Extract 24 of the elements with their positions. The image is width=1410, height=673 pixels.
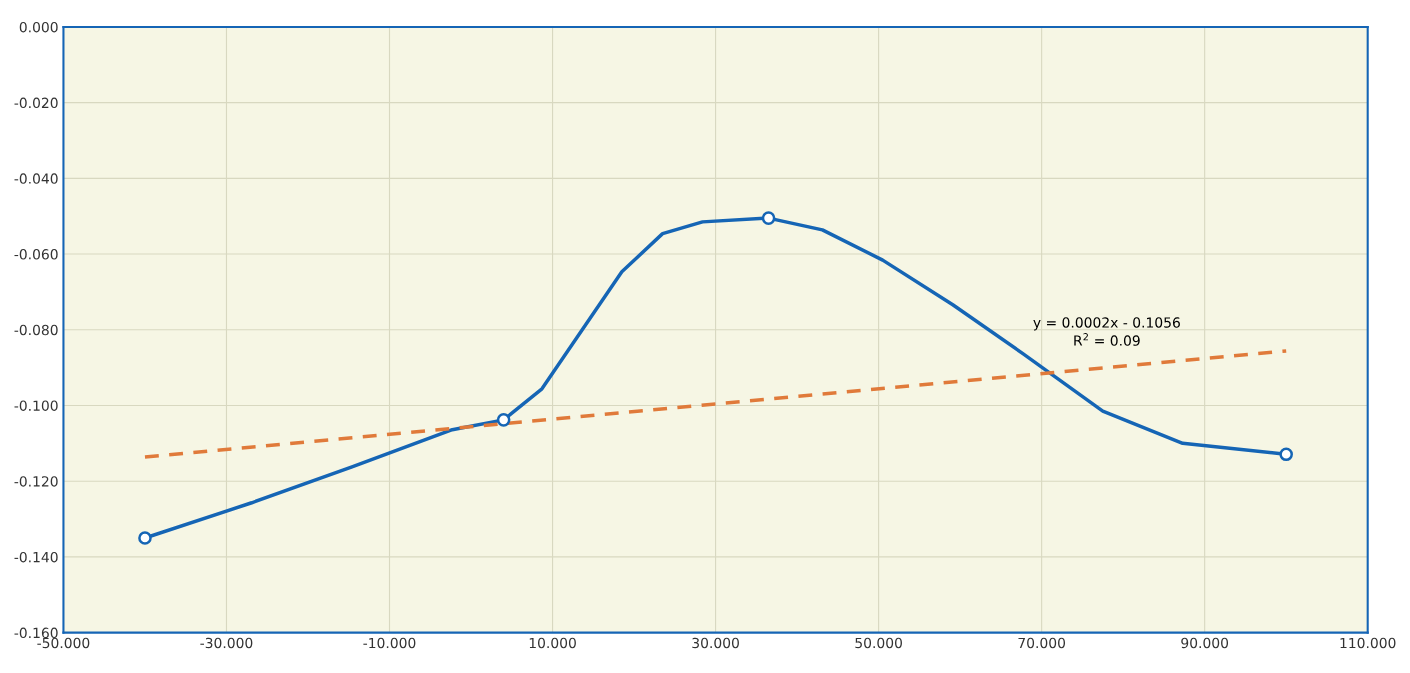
point: [496, 413, 511, 427]
y-tick-label: 0.000: [19, 21, 58, 33]
y-tick-label: -0.100: [14, 400, 58, 411]
y-tick-label: -0.140: [14, 551, 58, 563]
point: [1279, 447, 1293, 462]
y-tick-label: -0.040: [14, 173, 58, 184]
x-tick-label: 110.000: [1340, 637, 1396, 649]
point: [138, 531, 152, 545]
annotation: R$^{2}$ = 0.09: [1074, 333, 1140, 346]
y-tick-label: -0.020: [14, 97, 58, 109]
x-tick-label: 30.000: [692, 637, 739, 649]
annotation: y = 0.0002x - 0.1056: [1033, 317, 1180, 331]
point: [761, 211, 776, 225]
x-tick-label: 90.000: [1181, 637, 1229, 649]
x-tick-label: 70.000: [1018, 637, 1066, 649]
y-tick-label: -0.160: [14, 627, 58, 639]
x-tick-label: 10.000: [529, 637, 576, 649]
x-tick-label: 50.000: [855, 637, 902, 649]
x-tick-label: -10.000: [363, 637, 416, 649]
y-tick-label: -0.120: [14, 476, 58, 487]
x-tick-label: -50.000: [37, 637, 90, 649]
x-tick-label: -30.000: [200, 637, 253, 649]
y-tick-label: -0.060: [14, 249, 58, 260]
y-tick-label: -0.080: [14, 324, 58, 336]
